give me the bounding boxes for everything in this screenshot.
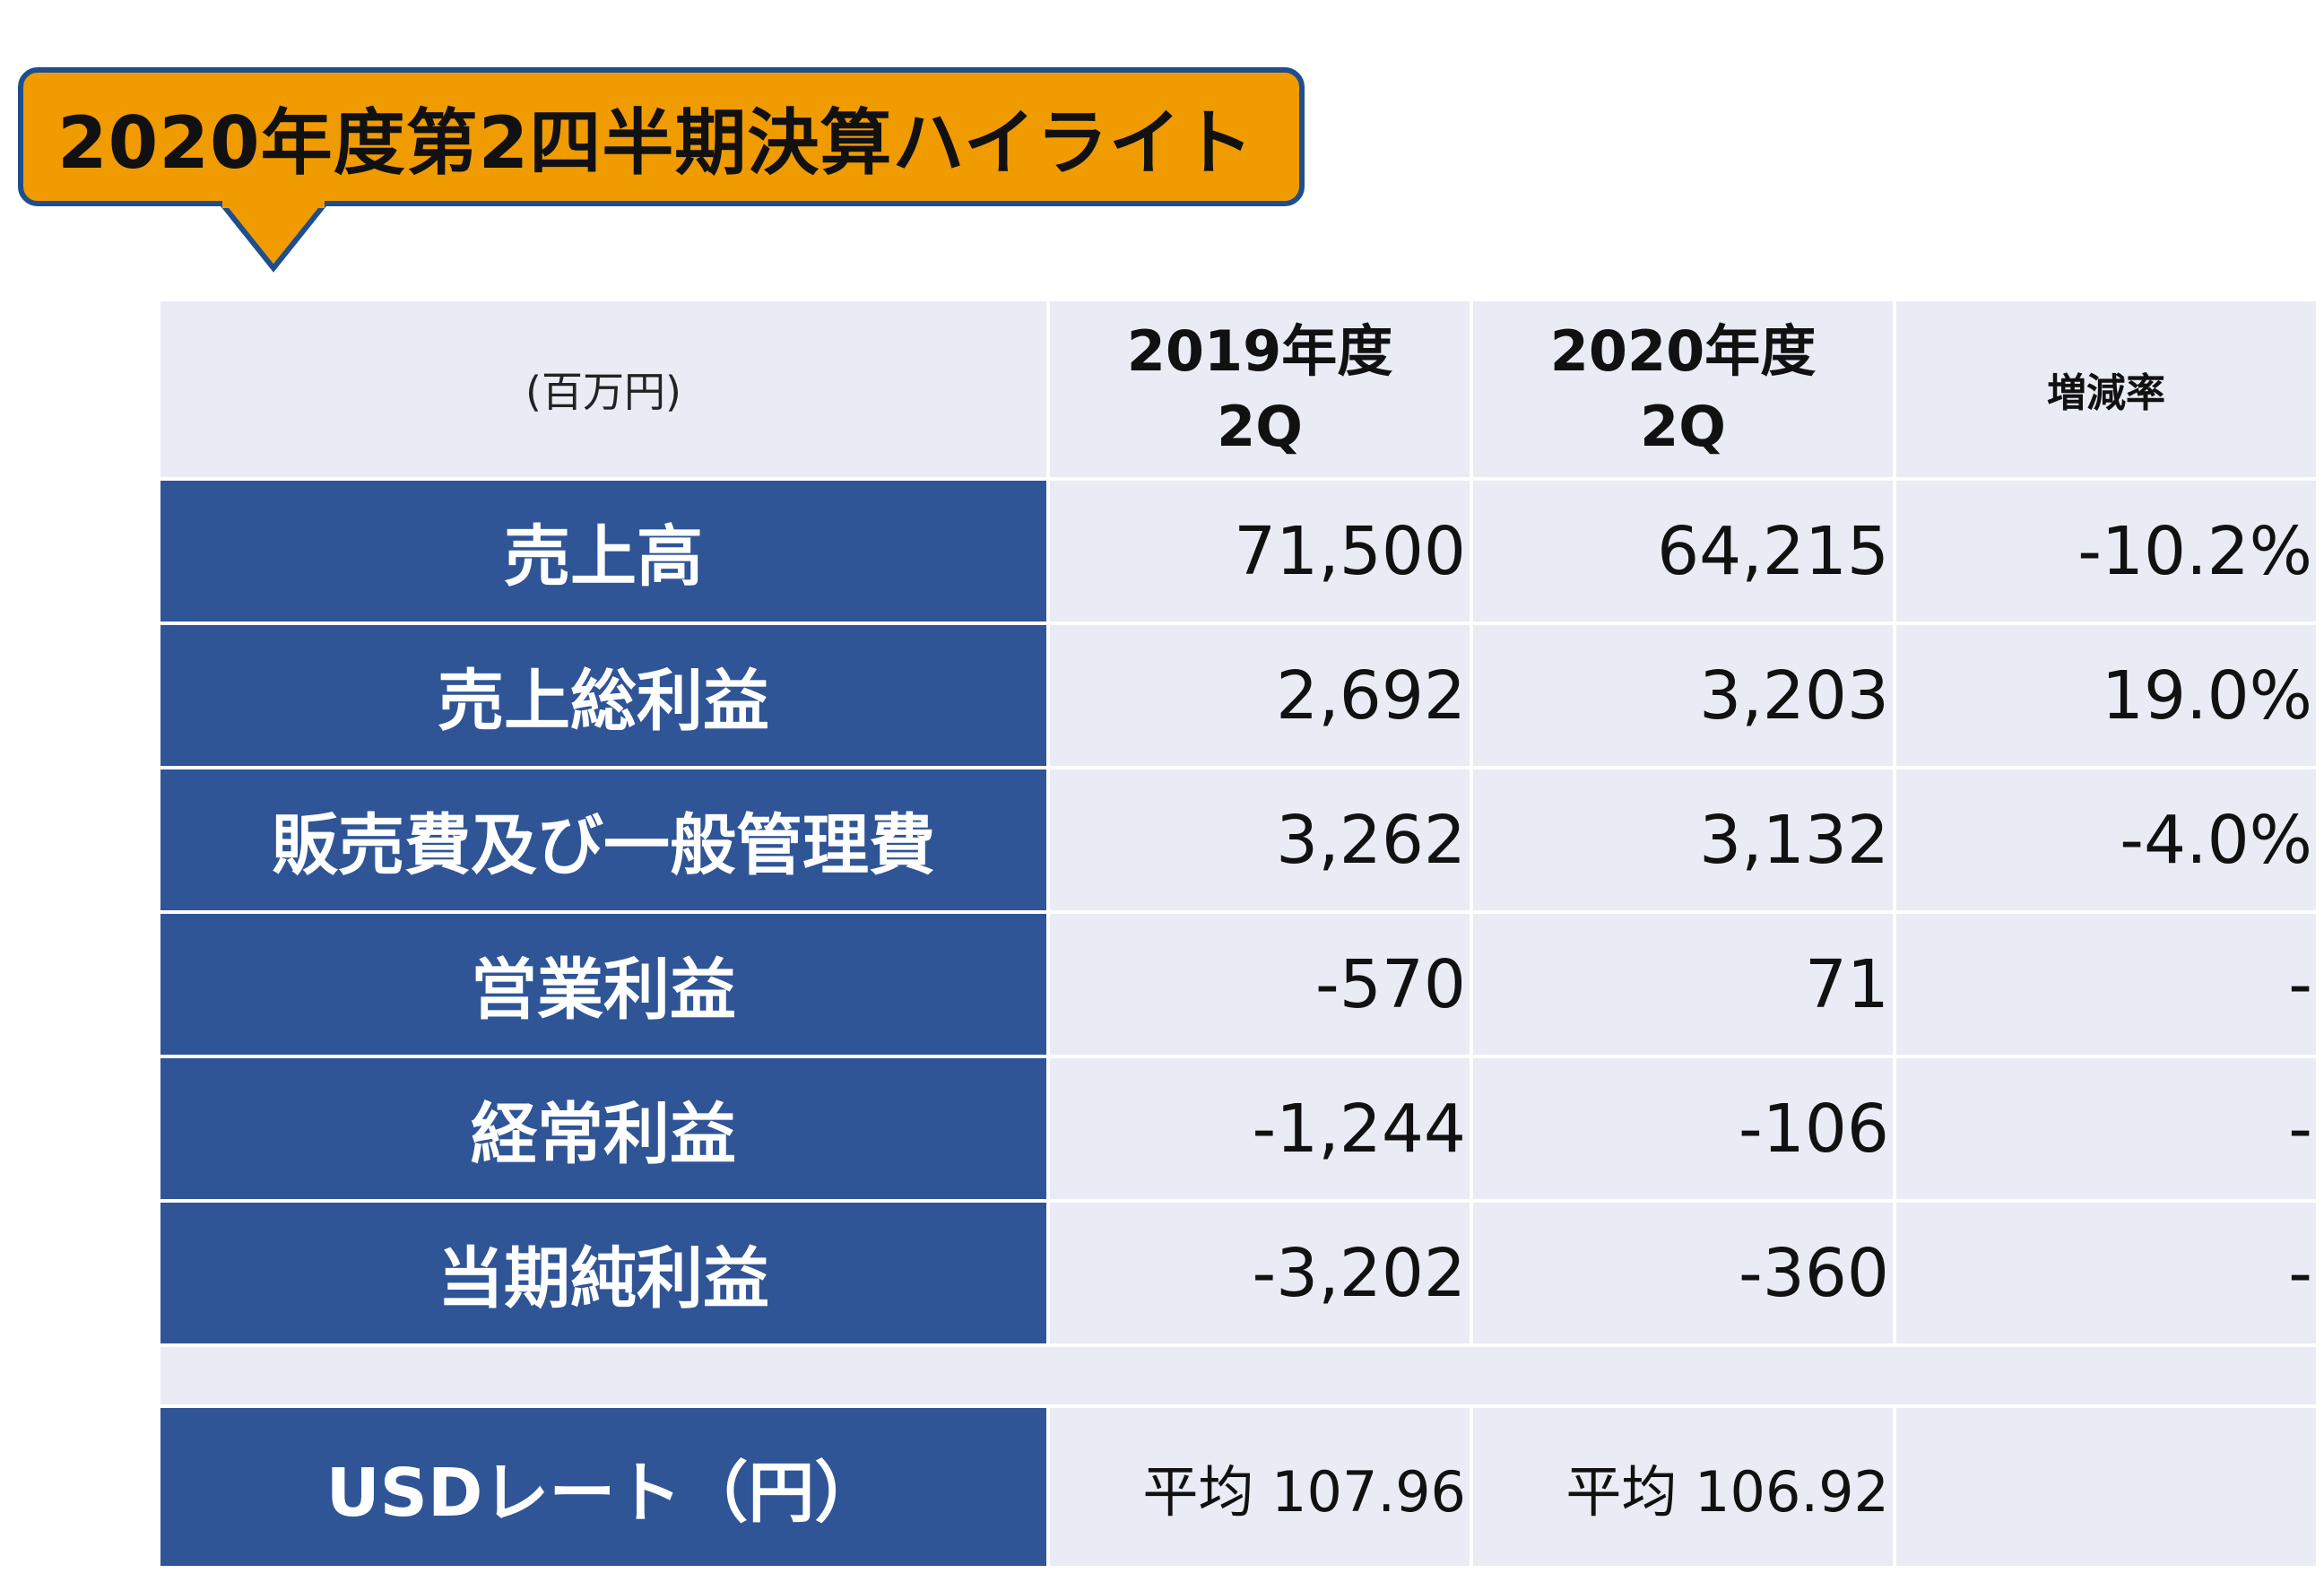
value-2019: 3,262 (1046, 766, 1473, 914)
usd-rate-2019: 平均 107.96 (1046, 1404, 1473, 1569)
row-label: 売上総利益 (157, 622, 1050, 769)
change-rate: - (1893, 910, 2320, 1058)
table-row: 当期純利益 -3,202 -360 - (157, 1199, 2320, 1347)
change-rate: -10.2% (1893, 477, 2320, 625)
value-2019: -570 (1046, 910, 1473, 1058)
column-header-2020-quarter: 2Q (1640, 394, 1726, 459)
financial-highlights-table: (百万円) 2019年度 2Q 2020年度 2Q 増減率 売上高 71,500… (157, 298, 2320, 1569)
spacer-cell (157, 1343, 2320, 1408)
value-2019: -1,244 (1046, 1055, 1473, 1203)
row-label: 営業利益 (157, 910, 1050, 1058)
table-row: 販売費及び一般管理費 3,262 3,132 -4.0% (157, 766, 2320, 914)
column-header-change-rate: 増減率 (1893, 298, 2320, 481)
value-2020: 64,215 (1470, 477, 1896, 625)
value-2019: 2,692 (1046, 622, 1473, 769)
value-2020: 3,132 (1470, 766, 1896, 914)
page-title: 2020年度第2四半期決算ハイライト (57, 100, 1254, 185)
column-header-2019-quarter: 2Q (1217, 394, 1303, 459)
row-label: 売上高 (157, 477, 1050, 625)
row-label: 販売費及び一般管理費 (157, 766, 1050, 914)
usd-rate-change-blank (1893, 1404, 2320, 1569)
table-row: 売上総利益 2,692 3,203 19.0% (157, 622, 2320, 769)
usd-rate-label: USDレート（円） (157, 1404, 1050, 1569)
value-2020: 3,203 (1470, 622, 1896, 769)
change-rate: - (1893, 1055, 2320, 1203)
header-row: (百万円) 2019年度 2Q 2020年度 2Q 増減率 (157, 298, 2320, 481)
table-row: 営業利益 -570 71 - (157, 910, 2320, 1058)
value-2019: -3,202 (1046, 1199, 1473, 1347)
value-2020: -360 (1470, 1199, 1896, 1347)
usd-rate-row: USDレート（円） 平均 107.96 平均 106.92 (157, 1404, 2320, 1569)
title-callout: 2020年度第2四半期決算ハイライト (18, 67, 1305, 206)
column-header-2020: 2020年度 2Q (1470, 298, 1896, 481)
spacer-row (157, 1343, 2320, 1408)
change-rate: -4.0% (1893, 766, 2320, 914)
table-row: 経常利益 -1,244 -106 - (157, 1055, 2320, 1203)
row-label: 当期純利益 (157, 1199, 1050, 1347)
column-header-2020-year: 2020年度 (1549, 318, 1817, 384)
change-rate: - (1893, 1199, 2320, 1347)
unit-label: (百万円) (157, 298, 1050, 481)
change-rate: 19.0% (1893, 622, 2320, 769)
value-2020: -106 (1470, 1055, 1896, 1203)
value-2019: 71,500 (1046, 477, 1473, 625)
row-label: 経常利益 (157, 1055, 1050, 1203)
column-header-2019-year: 2019年度 (1126, 318, 1393, 384)
column-header-2019: 2019年度 2Q (1046, 298, 1473, 481)
usd-rate-2020: 平均 106.92 (1470, 1404, 1896, 1569)
value-2020: 71 (1470, 910, 1896, 1058)
callout-pointer (220, 201, 327, 273)
table-row: 売上高 71,500 64,215 -10.2% (157, 477, 2320, 625)
